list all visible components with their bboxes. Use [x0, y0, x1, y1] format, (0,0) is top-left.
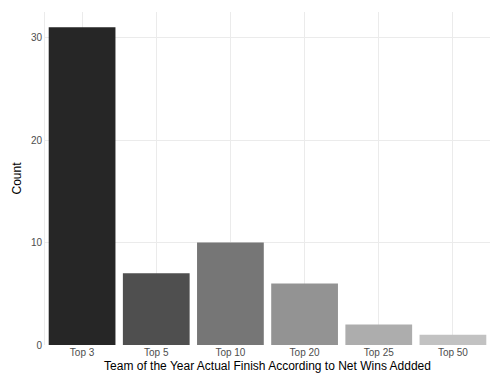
- svg-text:0: 0: [36, 340, 42, 351]
- svg-text:Count: Count: [10, 162, 24, 195]
- svg-text:Top 5: Top 5: [144, 347, 169, 358]
- svg-text:Top 50: Top 50: [438, 347, 468, 358]
- svg-text:Top 20: Top 20: [290, 347, 320, 358]
- svg-text:Team of the Year Actual Finish: Team of the Year Actual Finish According…: [104, 359, 431, 373]
- svg-text:20: 20: [31, 135, 43, 146]
- svg-text:Top 25: Top 25: [364, 347, 394, 358]
- svg-text:30: 30: [31, 32, 43, 43]
- svg-text:Top 3: Top 3: [70, 347, 95, 358]
- svg-text:Top 10: Top 10: [215, 347, 245, 358]
- svg-text:10: 10: [31, 237, 43, 248]
